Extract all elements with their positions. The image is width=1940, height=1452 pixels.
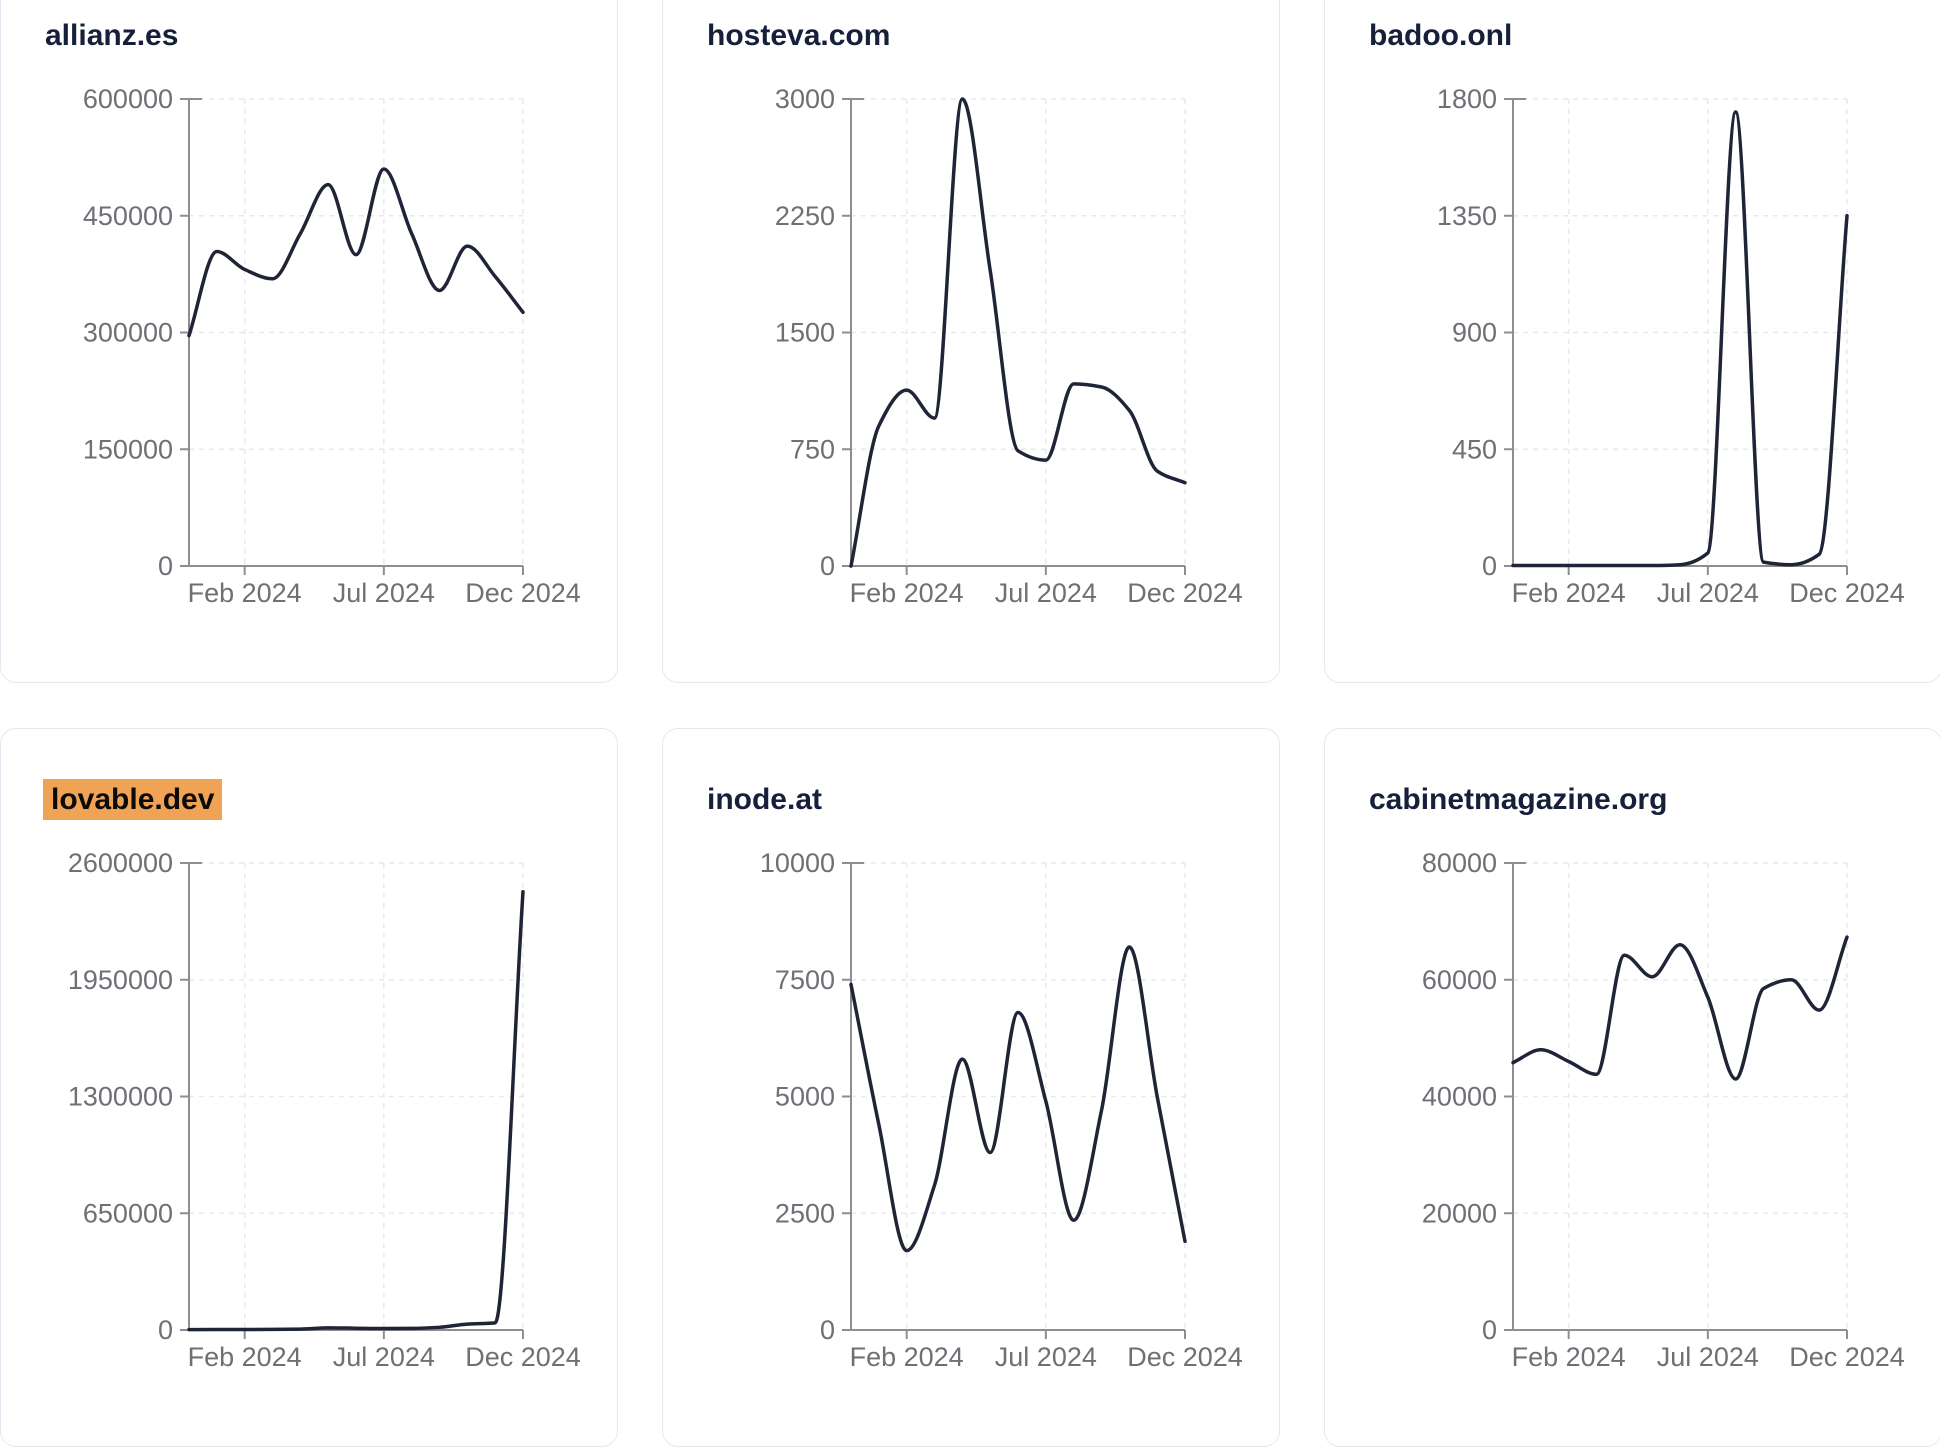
chart-title: allianz.es [45, 19, 179, 52]
x-tick-label: Jul 2024 [1657, 578, 1759, 608]
x-tick-label: Feb 2024 [1512, 578, 1626, 608]
chart-title: inode.at [707, 783, 823, 816]
y-tick-label: 60000 [1422, 965, 1497, 995]
series-line [849, 945, 1187, 1253]
y-tick-label: 40000 [1422, 1082, 1497, 1112]
y-tick-label: 0 [1482, 1315, 1497, 1345]
chart-card-inode-at[interactable]: inode.at 0 2500 5000 7500 10000 Feb 2024 Jul 2… [662, 728, 1280, 1447]
y-tick-label: 0 [820, 1315, 835, 1345]
x-tick-label: Dec 2024 [1127, 1342, 1243, 1372]
chart-title: hosteva.com [707, 19, 891, 52]
y-tick-label: 450000 [83, 201, 173, 231]
x-tick-label: Dec 2024 [1789, 1342, 1905, 1372]
chart-card-lovable-dev[interactable]: lovable.dev 0 650000 1300000 1950000 2600000… [0, 728, 618, 1447]
y-tick-label: 3000 [775, 84, 835, 114]
x-tick-label: Jul 2024 [333, 578, 435, 608]
y-tick-label: 2500 [775, 1198, 835, 1228]
y-tick-label: 1800 [1437, 84, 1497, 114]
y-tick-label: 750 [790, 434, 835, 464]
x-tick-label: Dec 2024 [1127, 578, 1243, 608]
y-tick-label: 0 [1482, 551, 1497, 581]
traffic-line-chart: 0 20000 40000 60000 80000 Feb 2024 Jul 2024 Dec… [1422, 848, 1905, 1372]
x-tick-label: Jul 2024 [995, 1342, 1097, 1372]
y-tick-label: 600000 [83, 84, 173, 114]
x-tick-label: Dec 2024 [1789, 578, 1905, 608]
y-tick-label: 1350 [1437, 201, 1497, 231]
series-line [187, 167, 525, 338]
y-tick-label: 5000 [775, 1082, 835, 1112]
y-tick-label: 2250 [775, 201, 835, 231]
y-tick-label: 150000 [83, 434, 173, 464]
chart-card-badoo-onl[interactable]: badoo.onl 0 450 900 1350 1800 Feb 2024 Jul 202… [1324, 0, 1940, 683]
x-tick-label: Feb 2024 [850, 578, 964, 608]
y-tick-label: 10000 [760, 848, 835, 878]
x-tick-label: Dec 2024 [465, 1342, 581, 1372]
x-tick-label: Dec 2024 [465, 578, 581, 608]
y-tick-label: 0 [158, 1315, 173, 1345]
y-tick-label: 300000 [83, 318, 173, 348]
series-line [849, 97, 1187, 568]
y-tick-label: 900 [1452, 318, 1497, 348]
x-tick-label: Feb 2024 [188, 1342, 302, 1372]
chart-title: lovable.dev [43, 779, 223, 821]
series-line [1511, 935, 1849, 1081]
chart-title: badoo.onl [1369, 19, 1513, 52]
y-tick-label: 1500 [775, 318, 835, 348]
chart-card-hosteva-com[interactable]: hosteva.com 0 750 1500 2250 3000 Feb 2024 Jul … [662, 0, 1280, 683]
x-tick-label: Jul 2024 [995, 578, 1097, 608]
y-tick-label: 650000 [83, 1198, 173, 1228]
y-tick-label: 1300000 [68, 1082, 173, 1112]
x-tick-label: Feb 2024 [850, 1342, 964, 1372]
traffic-line-chart: 0 650000 1300000 1950000 2600000 Feb 2024 Jul … [68, 848, 581, 1372]
x-tick-label: Jul 2024 [1657, 1342, 1759, 1372]
x-tick-label: Feb 2024 [188, 578, 302, 608]
y-tick-label: 80000 [1422, 848, 1497, 878]
y-tick-label: 450 [1452, 434, 1497, 464]
y-tick-label: 2600000 [68, 848, 173, 878]
traffic-line-chart: 0 750 1500 2250 3000 Feb 2024 Jul 2024 Dec 2024 [775, 84, 1243, 608]
y-tick-label: 7500 [775, 965, 835, 995]
chart-card-allianz-es[interactable]: allianz.es 0 150000 300000 450000 600000 Feb … [0, 0, 618, 683]
chart-title: cabinetmagazine.org [1369, 783, 1668, 816]
series-line [187, 889, 525, 1332]
traffic-line-chart: 0 150000 300000 450000 600000 Feb 2024 Jul 202… [83, 84, 581, 608]
x-tick-label: Feb 2024 [1512, 1342, 1626, 1372]
traffic-line-chart: 0 2500 5000 7500 10000 Feb 2024 Jul 2024 Dec 20… [760, 848, 1243, 1372]
y-tick-label: 0 [820, 551, 835, 581]
y-tick-label: 0 [158, 551, 173, 581]
y-tick-label: 20000 [1422, 1198, 1497, 1228]
y-tick-label: 1950000 [68, 965, 173, 995]
series-line [1511, 110, 1849, 568]
traffic-line-chart: 0 450 900 1350 1800 Feb 2024 Jul 2024 Dec 2024 [1437, 84, 1905, 608]
chart-card-cabinetmagazine-org[interactable]: cabinetmagazine.org 0 20000 40000 60000 8000… [1324, 728, 1940, 1447]
x-tick-label: Jul 2024 [333, 1342, 435, 1372]
